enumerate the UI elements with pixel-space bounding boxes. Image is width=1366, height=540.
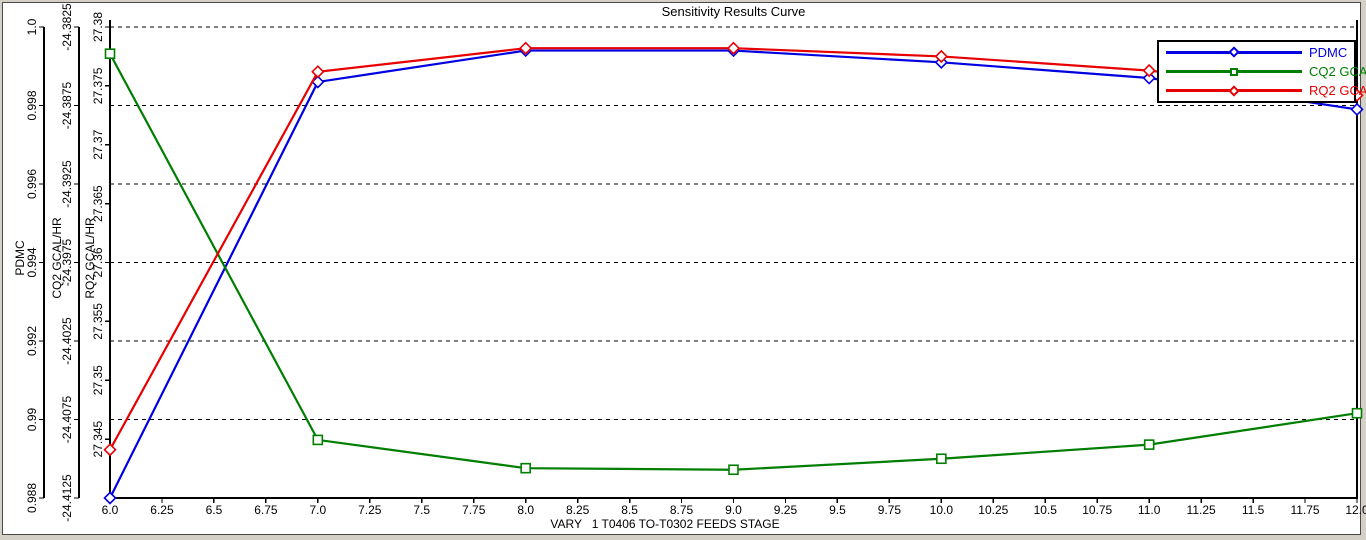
square-marker-icon: [104, 48, 116, 59]
diamond-marker-icon: [1142, 71, 1156, 85]
y-tick-label: -24.3875: [60, 81, 74, 129]
y-axis-title-cq2: CQ2 GCAL/HR: [50, 217, 64, 299]
chart-title: Sensitivity Results Curve: [661, 4, 806, 19]
x-tick-label: 9.75: [878, 503, 902, 517]
x-tick-label: 11.5: [1242, 503, 1265, 517]
x-tick-label: 10.5: [1034, 503, 1058, 517]
legend-label: PDMC: [1309, 44, 1348, 60]
y-tick-label: -24.3925: [60, 160, 74, 208]
legend-label: CQ2 GCAL/HR: [1309, 64, 1366, 79]
y-tick-label: 0.992: [25, 326, 39, 356]
x-tick-label: 6.75: [254, 503, 278, 517]
legend-line-sample: [1166, 46, 1302, 58]
x-tick-label: 6.5: [206, 503, 223, 517]
x-tick-label: 11.25: [1187, 503, 1216, 517]
series-line-pdmc: [109, 49, 1358, 499]
legend-line-sample: [1166, 67, 1302, 76]
y-tick-label: 0.994: [25, 247, 39, 277]
x-tick-label: 10.25: [978, 503, 1008, 517]
diamond-marker-icon: [934, 49, 948, 64]
y-axis-title-rq2: RQ2 GCAL/HR: [83, 217, 97, 299]
x-tick-label: 7.0: [309, 503, 326, 517]
x-tick-label: 9.0: [725, 503, 742, 517]
y-tick-label: -24.3975: [60, 238, 74, 286]
x-tick-label: 7.75: [462, 503, 486, 517]
x-axis-title: VARY 1 T0406 TO-T0302 FEEDS STAGE: [550, 517, 780, 531]
x-tick-label: 9.5: [829, 503, 846, 517]
square-marker-icon: [520, 462, 531, 474]
x-tick-label: 8.5: [621, 503, 638, 517]
y-tick-label: 27.345: [91, 420, 105, 457]
x-tick-label: 8.0: [517, 503, 534, 517]
x-tick-label: 11.75: [1290, 503, 1319, 517]
y-tick-label: 0.996: [25, 169, 39, 199]
square-marker-icon: [1351, 407, 1363, 419]
series-line-rq2-gcal-hr: [109, 47, 1358, 451]
y-tick-label: 27.375: [91, 67, 105, 104]
diamond-marker-icon: [103, 491, 117, 505]
x-tick-label: 8.75: [670, 503, 694, 517]
legend-item-cq2: CQ2 GCAL/HR: [1159, 63, 1366, 81]
y-tick-label: 27.355: [91, 303, 105, 340]
x-tick-label: 6.0: [102, 503, 119, 517]
diamond-marker-icon: [103, 443, 117, 457]
y-tick-label: 1.0: [25, 18, 39, 35]
diamond-marker-icon: [1228, 85, 1240, 97]
legend-item-rq2: RQ2 GCAL/HR: [1159, 82, 1366, 100]
x-tick-label: 9.25: [774, 503, 798, 517]
square-marker-icon: [1143, 439, 1155, 450]
x-tick-label: 12.0: [1345, 503, 1366, 517]
square-marker-icon: [936, 453, 947, 465]
diamond-marker-icon: [311, 65, 325, 79]
y-tick-label: -24.4125: [60, 474, 74, 522]
y-axis-title-pdmc: PDMC: [13, 240, 27, 276]
legend: PDMC CQ2 GCAL/HR RQ2 GCAL/HR: [1157, 40, 1366, 103]
square-marker-icon: [312, 434, 324, 446]
square-marker-icon: [728, 464, 739, 476]
series-line-cq2-gcal-hr: [109, 53, 1358, 471]
x-tick-label: 11.0: [1138, 503, 1161, 517]
x-tick-label: 7.5: [413, 503, 430, 517]
y-tick-label: 27.35: [91, 365, 105, 395]
x-tick-label: 10.75: [1082, 503, 1112, 517]
square-marker-icon: [1230, 67, 1238, 76]
y-tick-label: 27.38: [91, 12, 105, 42]
y-tick-label: 27.36: [91, 247, 105, 277]
y-tick-label: 0.99: [25, 407, 39, 431]
y-tick-label: 0.998: [25, 90, 39, 120]
y-tick-label: -24.4025: [60, 317, 74, 365]
x-tick-label: 6.25: [150, 503, 174, 517]
y-tick-label: 0.988: [25, 483, 39, 513]
x-tick-label: 10.0: [930, 503, 954, 517]
x-tick-label: 7.25: [358, 503, 382, 517]
y-tick-label: 27.37: [91, 129, 105, 159]
legend-item-pdmc: PDMC: [1159, 43, 1354, 61]
diamond-marker-icon: [1228, 46, 1240, 58]
diamond-marker-icon: [1350, 102, 1364, 117]
diamond-marker-icon: [519, 41, 533, 55]
y-tick-label: 27.365: [91, 185, 105, 222]
legend-label: RQ2 GCAL/HR: [1309, 83, 1366, 99]
x-tick-label: 8.25: [566, 503, 590, 517]
y-tick-label: -24.3825: [60, 3, 74, 51]
y-tick-label: -24.4075: [60, 395, 74, 443]
diamond-marker-icon: [726, 41, 741, 55]
legend-line-sample: [1166, 85, 1302, 97]
diamond-marker-icon: [1142, 63, 1156, 78]
